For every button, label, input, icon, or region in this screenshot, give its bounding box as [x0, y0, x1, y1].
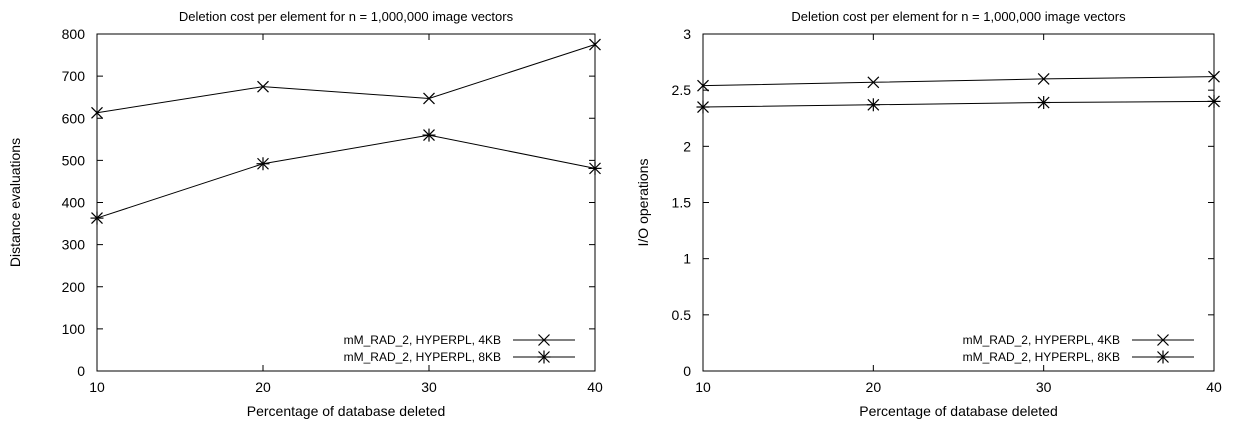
- chart1-series-1-point: [257, 80, 269, 93]
- chart2-y-tick-label: 0: [683, 363, 691, 379]
- chart1-series-1-line: [96, 44, 596, 114]
- chart2-y-tick-label: 2.5: [672, 82, 692, 98]
- chart1-y-tick-label: 100: [62, 321, 86, 337]
- chart1-series-1-point-stroke: [423, 92, 435, 105]
- chart1-y-tick-label: 600: [62, 110, 86, 126]
- chart1-plot-frame: [96, 33, 596, 372]
- chart2-x-tick-label: 30: [1036, 379, 1052, 395]
- chart2-legend: mM_RAD_2, HYPERPL, 4KB mM_RAD_2, HYPERPL,…: [963, 333, 1194, 364]
- chart2-series-2-point: [696, 100, 710, 114]
- chart1-series-1-point-stroke: [91, 106, 103, 119]
- chart2-series-1-point-stroke: [1037, 73, 1050, 85]
- chart2-legend-label-2: mM_RAD_2, HYPERPL, 8KB: [963, 350, 1120, 364]
- chart1-series-2-line: [96, 134, 596, 219]
- chart1-series-1-point-stroke: [257, 80, 269, 93]
- chart2: Deletion cost per element for n = 1,000,…: [635, 9, 1222, 419]
- chart2-x-axis-label: Percentage of database deleted: [859, 403, 1058, 419]
- chart1-y-tick-label: 300: [62, 237, 86, 253]
- chart2-series-1-point: [867, 76, 880, 89]
- chart2-series-1-point-stroke: [1208, 70, 1220, 83]
- chart2-title: Deletion cost per element for n = 1,000,…: [791, 9, 1126, 24]
- chart1-series-2-point: [90, 211, 104, 225]
- chart1-x-tick-label: 10: [89, 379, 105, 395]
- chart2-series-2-point: [1037, 96, 1051, 110]
- chart1: Deletion cost per element for n = 1,000,…: [7, 9, 603, 419]
- chart2-series-1-point-stroke: [697, 79, 709, 92]
- chart1-legend-marker-1-stroke: [538, 334, 550, 346]
- chart1-y-tick-label: 0: [77, 363, 85, 379]
- chart2-y-tick-label: 1.5: [672, 195, 692, 211]
- chart1-y-tick-label: 700: [62, 68, 86, 84]
- chart1-series-2-point: [588, 161, 602, 175]
- chart2-y-tick-label: 1: [683, 251, 691, 267]
- chart2-legend-marker-1: [1157, 334, 1169, 346]
- chart2-series-2-line: [702, 100, 1215, 108]
- chart1-series-2-point: [256, 157, 270, 171]
- chart2-x-tick-label: 10: [695, 379, 711, 395]
- chart2-series-1-point-stroke: [867, 76, 880, 89]
- chart1-legend-label-2: mM_RAD_2, HYPERPL, 8KB: [344, 350, 501, 364]
- chart2-y-axis-label: I/O operations: [635, 159, 651, 247]
- chart1-title: Deletion cost per element for n = 1,000,…: [179, 9, 514, 24]
- chart1-series-1-point: [91, 106, 103, 119]
- chart2-y-tick-label: 2: [683, 138, 691, 154]
- chart2-series-1-line: [702, 76, 1215, 87]
- chart1-legend-marker-2: [537, 350, 551, 364]
- chart2-series-1-point: [697, 79, 709, 92]
- chart2-series-2-point: [1207, 94, 1221, 108]
- chart1-x-tick-label: 20: [255, 379, 271, 395]
- chart1-x-axis-label: Percentage of database deleted: [247, 403, 446, 419]
- chart1-series-1-point: [423, 92, 435, 105]
- chart2-series-2-point: [866, 98, 880, 112]
- chart1-x-tick-label: 30: [421, 379, 437, 395]
- chart1-legend-marker-1: [538, 334, 550, 346]
- chart2-x-tick-label: 40: [1206, 379, 1222, 395]
- chart2-series-1-point: [1037, 73, 1050, 85]
- chart1-series-2-point: [422, 128, 436, 142]
- chart1-series-1-point-stroke: [589, 38, 601, 51]
- chart1-y-tick-label: 500: [62, 152, 86, 168]
- chart2-legend-label-1: mM_RAD_2, HYPERPL, 4KB: [963, 333, 1120, 347]
- chart1-x-tick-label: 40: [587, 379, 603, 395]
- chart2-series-1-point: [1208, 70, 1220, 83]
- chart1-legend: mM_RAD_2, HYPERPL, 4KB mM_RAD_2, HYPERPL,…: [344, 333, 575, 364]
- chart1-legend-label-1: mM_RAD_2, HYPERPL, 4KB: [344, 333, 501, 347]
- chart2-legend-marker-2: [1156, 350, 1170, 364]
- chart2-legend-marker-1-stroke: [1157, 334, 1169, 346]
- chart1-series-1-point: [589, 38, 601, 51]
- chart2-y-tick-label: 0.5: [672, 307, 692, 323]
- chart1-y-axis-label: Distance evaluations: [7, 138, 23, 267]
- chart1-y-tick-label: 800: [62, 26, 86, 42]
- chart2-x-tick-label: 20: [866, 379, 882, 395]
- chart1-y-tick-label: 200: [62, 279, 86, 295]
- chart2-y-tick-label: 3: [683, 26, 691, 42]
- chart1-y-tick-label: 400: [62, 195, 86, 211]
